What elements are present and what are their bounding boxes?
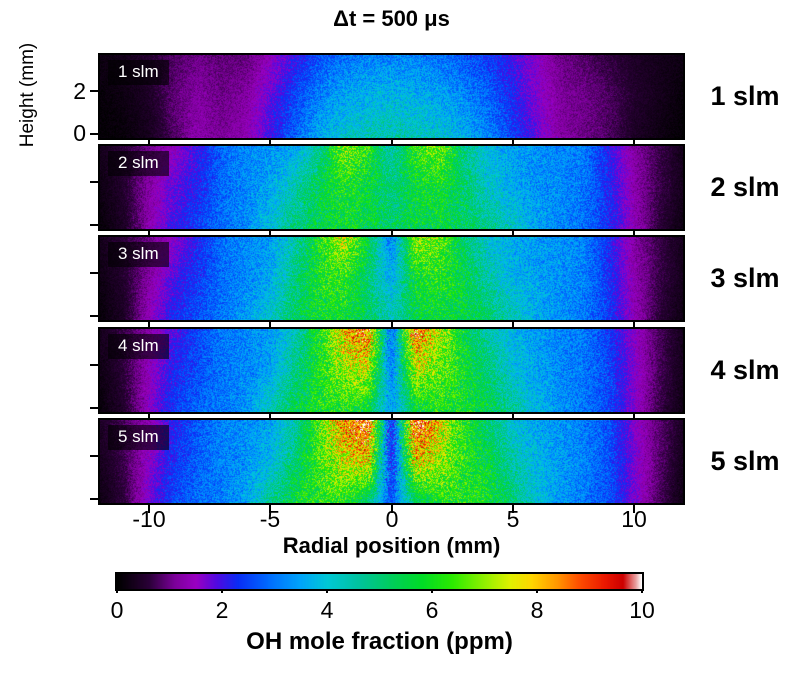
heatmap-panel-4slm: 4 slm xyxy=(98,327,685,414)
x-axis-tick xyxy=(512,322,514,329)
x-axis-tick xyxy=(512,505,514,513)
x-axis-tick xyxy=(633,505,635,513)
x-axis-tick xyxy=(391,322,393,329)
y-axis-tick xyxy=(90,407,98,409)
colorbar-gradient xyxy=(117,574,642,589)
panel-inner-label-1slm: 1 slm xyxy=(108,60,169,85)
y-tick-label-2: 2 xyxy=(73,78,86,104)
panel-side-label-3slm: 3 slm xyxy=(710,263,780,293)
colorbar-tick-label-6: 6 xyxy=(425,597,439,623)
panel-inner-label-3slm: 3 slm xyxy=(108,242,169,267)
x-axis-tick xyxy=(148,231,150,237)
x-axis-tick xyxy=(269,231,271,237)
x-axis-tick xyxy=(512,140,514,146)
panel-side-label-4slm: 4 slm xyxy=(710,355,780,385)
y-axis-label: Height (mm) xyxy=(17,42,38,148)
x-axis-tick xyxy=(391,414,393,420)
panel-inner-label-4slm: 4 slm xyxy=(108,334,169,359)
panel-side-label-5slm: 5 slm xyxy=(710,446,780,476)
figure-title: Δt = 500 μs xyxy=(333,6,450,31)
x-axis-tick xyxy=(148,414,150,420)
heatmap-image-3slm xyxy=(100,237,683,320)
colorbar-tick xyxy=(221,589,223,593)
x-axis-tick xyxy=(391,140,393,146)
colorbar-tick-label-2: 2 xyxy=(215,597,229,623)
x-axis-tick xyxy=(148,322,150,329)
colorbar-tick xyxy=(431,589,433,593)
heatmap-image-2slm xyxy=(100,146,683,229)
colorbar-tick-label-4: 4 xyxy=(320,597,334,623)
colorbar-tick xyxy=(116,589,118,593)
colorbar-tick-label-0: 0 xyxy=(110,597,124,623)
colorbar-tick-label-8: 8 xyxy=(530,597,544,623)
x-axis-tick xyxy=(633,414,635,420)
heatmap-image-1slm xyxy=(100,55,683,138)
x-tick-label-5: 5 xyxy=(506,506,520,532)
y-axis-tick xyxy=(90,181,98,183)
y-axis-tick xyxy=(90,498,98,500)
y-axis-tick xyxy=(90,133,98,135)
x-axis-tick xyxy=(391,505,393,513)
x-axis-tick xyxy=(633,231,635,237)
x-axis-label: Radial position (mm) xyxy=(282,533,501,558)
colorbar-tick-label-10: 10 xyxy=(629,597,655,623)
x-axis-tick xyxy=(269,322,271,329)
panel-side-label-2slm: 2 slm xyxy=(710,172,780,202)
panel-inner-label-2slm: 2 slm xyxy=(108,151,169,176)
y-axis-tick xyxy=(90,224,98,226)
x-axis-tick xyxy=(633,140,635,146)
colorbar xyxy=(115,572,644,591)
panel-inner-label-5slm: 5 slm xyxy=(108,425,169,450)
x-axis-tick xyxy=(269,140,271,146)
y-tick-label-0: 0 xyxy=(73,120,86,146)
x-axis-tick xyxy=(512,231,514,237)
colorbar-tick xyxy=(536,589,538,593)
y-axis-tick xyxy=(90,315,98,317)
heatmap-panel-3slm: 3 slm xyxy=(98,235,685,322)
y-axis-tick xyxy=(90,455,98,457)
panel-side-label-1slm: 1 slm xyxy=(710,81,780,111)
y-axis-tick xyxy=(90,90,98,92)
x-axis-tick xyxy=(633,322,635,329)
x-axis-tick xyxy=(512,414,514,420)
heatmap-panel-1slm: 1 slm xyxy=(98,53,685,140)
heatmap-panel-5slm: 5 slm xyxy=(98,418,685,505)
y-axis-tick xyxy=(90,364,98,366)
x-axis-tick xyxy=(148,505,150,513)
x-axis-tick xyxy=(269,505,271,513)
heatmap-image-5slm xyxy=(100,420,683,503)
colorbar-label: OH mole fraction (ppm) xyxy=(246,628,513,655)
colorbar-tick xyxy=(641,589,643,593)
x-tick-label-neg5: -5 xyxy=(259,506,281,532)
x-tick-label-0: 0 xyxy=(385,506,399,532)
x-axis-tick xyxy=(269,414,271,420)
x-axis-tick xyxy=(148,140,150,146)
heatmap-panel-2slm: 2 slm xyxy=(98,144,685,231)
y-axis-tick xyxy=(90,272,98,274)
x-axis-tick xyxy=(391,231,393,237)
heatmap-image-4slm xyxy=(100,329,683,412)
colorbar-tick xyxy=(326,589,328,593)
